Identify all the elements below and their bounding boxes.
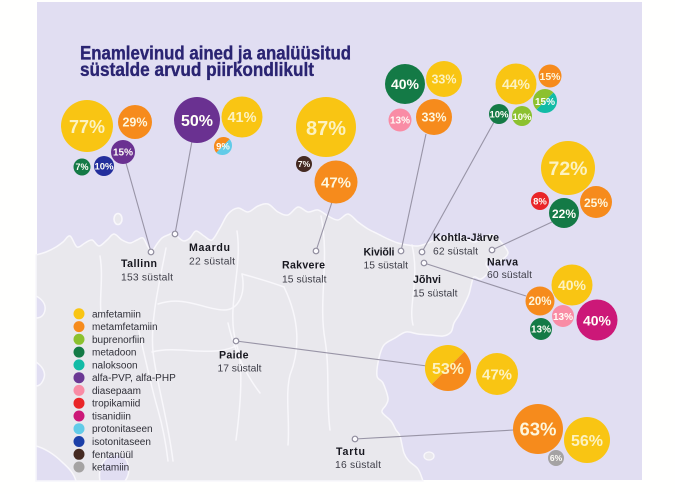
svg-text:10%: 10% (512, 112, 532, 123)
svg-text:alfa-PVP, alfa-PHP: alfa-PVP, alfa-PHP (92, 373, 176, 384)
svg-text:15 süstalt: 15 süstalt (413, 289, 458, 300)
svg-text:50%: 50% (181, 113, 213, 130)
svg-text:47%: 47% (321, 174, 351, 191)
svg-text:40%: 40% (391, 76, 420, 92)
svg-text:Kohtla-Järve: Kohtla-Järve (433, 232, 499, 244)
svg-text:40%: 40% (583, 313, 612, 329)
svg-text:77%: 77% (69, 117, 105, 137)
svg-text:16 süstalt: 16 süstalt (335, 460, 381, 471)
svg-text:buprenorfiin: buprenorfiin (92, 335, 145, 346)
svg-text:amfetamiin: amfetamiin (92, 309, 141, 320)
svg-text:naloksoon: naloksoon (92, 360, 138, 371)
svg-text:13%: 13% (390, 116, 410, 127)
svg-text:15%: 15% (535, 97, 555, 108)
svg-text:10%: 10% (489, 109, 509, 120)
svg-text:87%: 87% (306, 118, 346, 140)
svg-text:53%: 53% (432, 361, 464, 378)
svg-text:9%: 9% (216, 141, 230, 152)
svg-text:41%: 41% (227, 110, 256, 126)
svg-text:15 süstalt: 15 süstalt (364, 261, 409, 272)
svg-text:7%: 7% (75, 162, 88, 172)
svg-text:20%: 20% (528, 296, 551, 308)
svg-text:Tallinn: Tallinn (121, 258, 157, 270)
svg-text:153 süstalt: 153 süstalt (121, 273, 173, 284)
svg-text:15%: 15% (113, 148, 133, 159)
svg-text:süstalde arvud piirkondlikult: süstalde arvud piirkondlikult (80, 60, 315, 81)
svg-text:44%: 44% (502, 76, 531, 92)
svg-text:22 süstalt: 22 süstalt (189, 257, 235, 268)
svg-text:metadoon: metadoon (92, 348, 136, 359)
svg-text:protonitaseen: protonitaseen (92, 424, 153, 435)
svg-text:33%: 33% (431, 73, 456, 87)
svg-text:13%: 13% (553, 312, 573, 323)
svg-text:Paide: Paide (219, 350, 249, 362)
svg-text:fentanüül: fentanüül (92, 450, 133, 461)
svg-text:Kiviõli: Kiviõli (364, 247, 395, 259)
svg-text:Narva: Narva (487, 257, 518, 269)
svg-text:72%: 72% (548, 158, 587, 180)
svg-text:56%: 56% (571, 433, 603, 450)
svg-text:47%: 47% (482, 366, 512, 383)
svg-text:7%: 7% (298, 159, 311, 169)
svg-text:Rakvere: Rakvere (282, 260, 325, 272)
svg-text:isotonitaseen: isotonitaseen (92, 437, 151, 448)
svg-text:diasepaam: diasepaam (92, 386, 141, 397)
svg-text:Tartu: Tartu (336, 446, 365, 458)
svg-text:62 süstalt: 62 süstalt (433, 247, 478, 258)
svg-text:Maardu: Maardu (189, 242, 230, 254)
svg-text:8%: 8% (533, 196, 547, 207)
svg-text:15 süstalt: 15 süstalt (282, 275, 327, 286)
svg-text:63%: 63% (519, 419, 556, 440)
svg-text:6%: 6% (550, 453, 563, 463)
svg-text:17 süstalt: 17 süstalt (218, 364, 262, 375)
svg-text:60 süstalt: 60 süstalt (487, 270, 532, 281)
svg-text:Jõhvi: Jõhvi (413, 274, 441, 286)
svg-text:25%: 25% (584, 196, 608, 210)
svg-text:29%: 29% (122, 116, 147, 130)
svg-text:10%: 10% (94, 161, 114, 172)
svg-text:22%: 22% (552, 207, 576, 221)
svg-text:33%: 33% (421, 111, 446, 125)
svg-text:tropikamiid: tropikamiid (92, 399, 140, 410)
svg-text:metamfetamiin: metamfetamiin (92, 322, 158, 333)
svg-text:15%: 15% (539, 71, 561, 83)
svg-text:40%: 40% (558, 277, 587, 293)
svg-text:Enamlevinud ained ja analüüsit: Enamlevinud ained ja analüüsitud (80, 44, 351, 65)
svg-text:ketamiin: ketamiin (92, 463, 129, 474)
svg-text:tisanidiin: tisanidiin (92, 412, 131, 423)
svg-text:13%: 13% (531, 325, 551, 336)
